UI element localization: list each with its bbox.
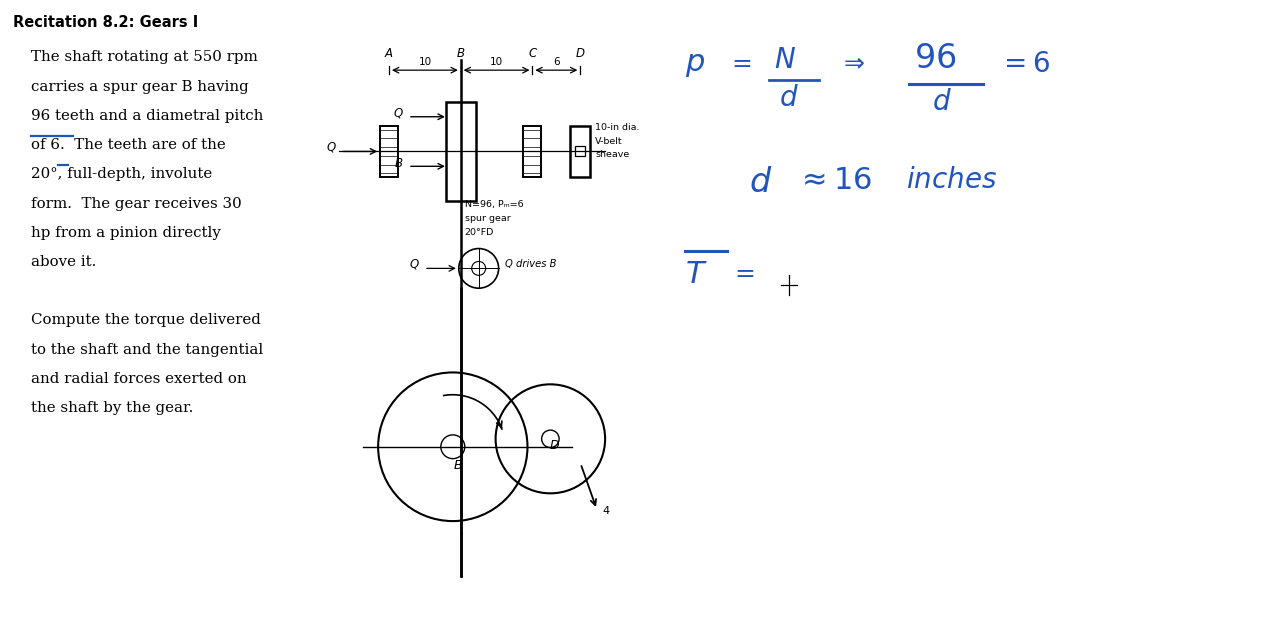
Text: sheave: sheave — [595, 151, 629, 159]
Text: and radial forces exerted on: and radial forces exerted on — [30, 372, 246, 386]
Text: 20°FD: 20°FD — [464, 228, 494, 237]
Text: to the shaft and the tangential: to the shaft and the tangential — [30, 343, 263, 356]
Text: Recitation 8.2: Gears I: Recitation 8.2: Gears I — [13, 15, 198, 30]
Text: 96 teeth and a diametral pitch: 96 teeth and a diametral pitch — [30, 109, 263, 123]
Text: form.  The gear receives 30: form. The gear receives 30 — [30, 197, 241, 211]
Text: A: A — [385, 47, 393, 60]
Text: N=96, Pₘ=6: N=96, Pₘ=6 — [464, 200, 523, 209]
Text: D: D — [576, 47, 585, 60]
Text: $=$: $=$ — [727, 50, 751, 74]
Text: 10: 10 — [419, 57, 431, 67]
Text: 10: 10 — [490, 57, 504, 67]
Text: $p$: $p$ — [685, 50, 704, 79]
Text: $d$: $d$ — [931, 88, 952, 116]
Text: B: B — [395, 157, 404, 170]
Text: Q: Q — [326, 141, 335, 154]
Text: 10-in dia.: 10-in dia. — [595, 123, 640, 131]
Text: $\approx 16$: $\approx 16$ — [796, 166, 873, 195]
Bar — [575, 146, 585, 156]
Text: $N$: $N$ — [774, 46, 797, 74]
Text: $= 6$: $= 6$ — [999, 50, 1051, 78]
Text: 6: 6 — [553, 57, 560, 67]
Text: above it.: above it. — [30, 255, 96, 269]
Bar — [381, 126, 398, 177]
Text: spur gear: spur gear — [464, 214, 510, 223]
Text: B: B — [457, 47, 464, 60]
Text: D: D — [549, 439, 560, 452]
Text: hp from a pinion directly: hp from a pinion directly — [30, 226, 221, 240]
Text: Q: Q — [393, 106, 404, 119]
Text: $d$: $d$ — [750, 166, 773, 199]
Text: C: C — [528, 47, 537, 60]
Text: Compute the torque delivered: Compute the torque delivered — [30, 314, 260, 327]
Text: Q drives B: Q drives B — [505, 259, 556, 270]
Text: $T$: $T$ — [685, 260, 707, 290]
Text: $\Rightarrow$: $\Rightarrow$ — [839, 50, 865, 74]
Bar — [524, 126, 542, 177]
Text: Q: Q — [410, 258, 419, 271]
Text: 20°, full-depth, involute: 20°, full-depth, involute — [30, 167, 212, 181]
Text: $inches$: $inches$ — [906, 166, 997, 194]
Text: of 6.  The teeth are of the: of 6. The teeth are of the — [30, 138, 226, 152]
Bar — [445, 102, 476, 201]
Text: V-belt: V-belt — [595, 136, 623, 146]
Text: $d$: $d$ — [779, 84, 799, 112]
Text: carries a spur gear B having: carries a spur gear B having — [30, 79, 249, 94]
Text: B: B — [453, 459, 462, 472]
Bar — [570, 126, 590, 177]
Text: 4: 4 — [603, 506, 610, 516]
Text: $=$: $=$ — [730, 260, 755, 285]
Text: $96$: $96$ — [914, 42, 956, 76]
Text: the shaft by the gear.: the shaft by the gear. — [30, 401, 193, 415]
Text: The shaft rotating at 550 rpm: The shaft rotating at 550 rpm — [30, 50, 258, 64]
